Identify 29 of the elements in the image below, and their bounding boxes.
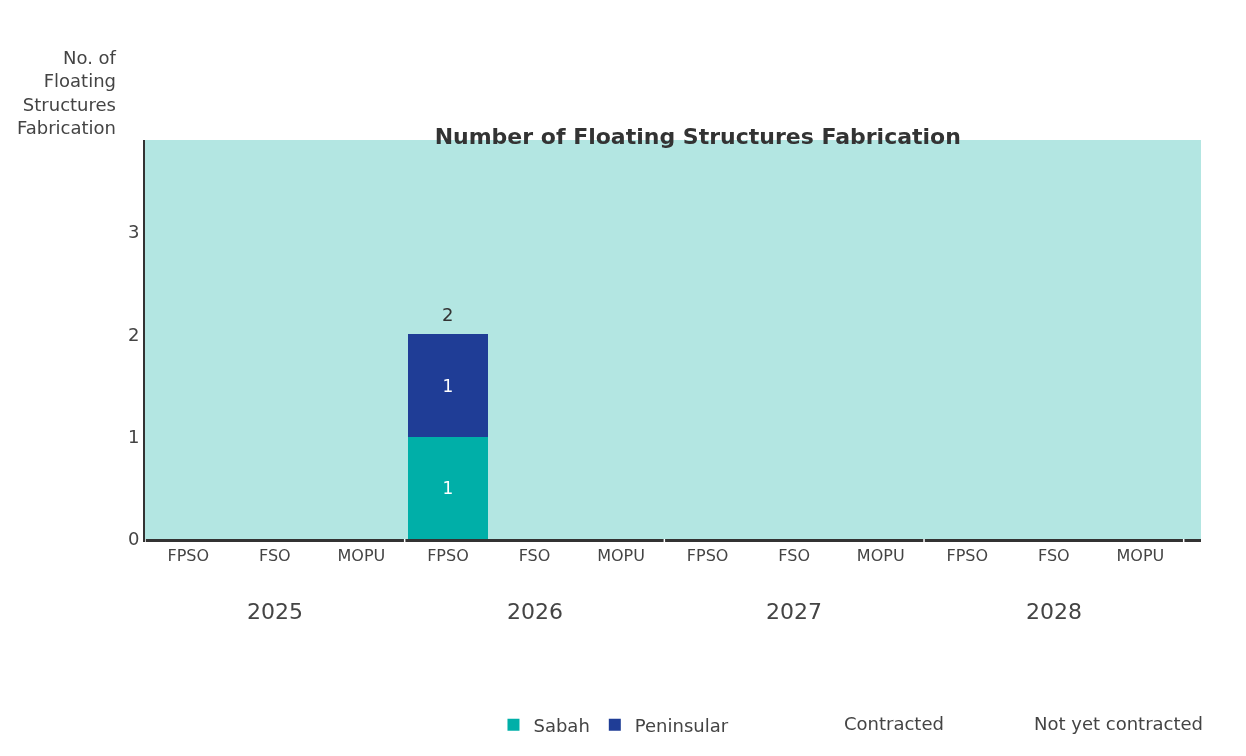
x-tick-label: FSO [1038, 546, 1070, 566]
text: 2025 [247, 599, 303, 624]
x-tick-label: FSO [518, 546, 551, 566]
x-tick-label: FSO [778, 546, 811, 566]
text: Not yet contracted [1034, 713, 1204, 734]
x-tick-label: FSO [259, 546, 291, 566]
legend-label: Sabah [533, 714, 590, 736]
text: 2027 [766, 599, 822, 624]
y-axis-title: No. of Floating Structures Fabrication [17, 47, 117, 139]
x-tick-label: FPSO [427, 546, 469, 566]
x-tick-label: MOPU [1116, 546, 1165, 566]
text: 2026 [507, 599, 563, 624]
data-label: 1 [442, 477, 454, 498]
y-tick-label: 3 [127, 221, 140, 243]
x-tick-label: MOPU [337, 546, 386, 566]
legend-label: Peninsular [634, 714, 729, 736]
text: 2028 [1026, 599, 1082, 624]
x-tick-label: MOPU [597, 546, 645, 566]
x-tick-label: MOPU [856, 546, 905, 566]
total-label: 2 [442, 304, 454, 325]
chart-title: Number of Floating Structures Fabrication [434, 123, 961, 149]
data-label: 1 [442, 375, 454, 396]
y-tick-label: 2 [127, 323, 140, 345]
y-tick-label: 1 [127, 425, 140, 447]
x-tick-label: FPSO [167, 546, 210, 566]
text: Contracted [844, 713, 944, 734]
y-tick-label: 0 [127, 528, 140, 550]
x-tick-label: FPSO [686, 546, 729, 566]
x-tick-label: FPSO [946, 546, 989, 566]
